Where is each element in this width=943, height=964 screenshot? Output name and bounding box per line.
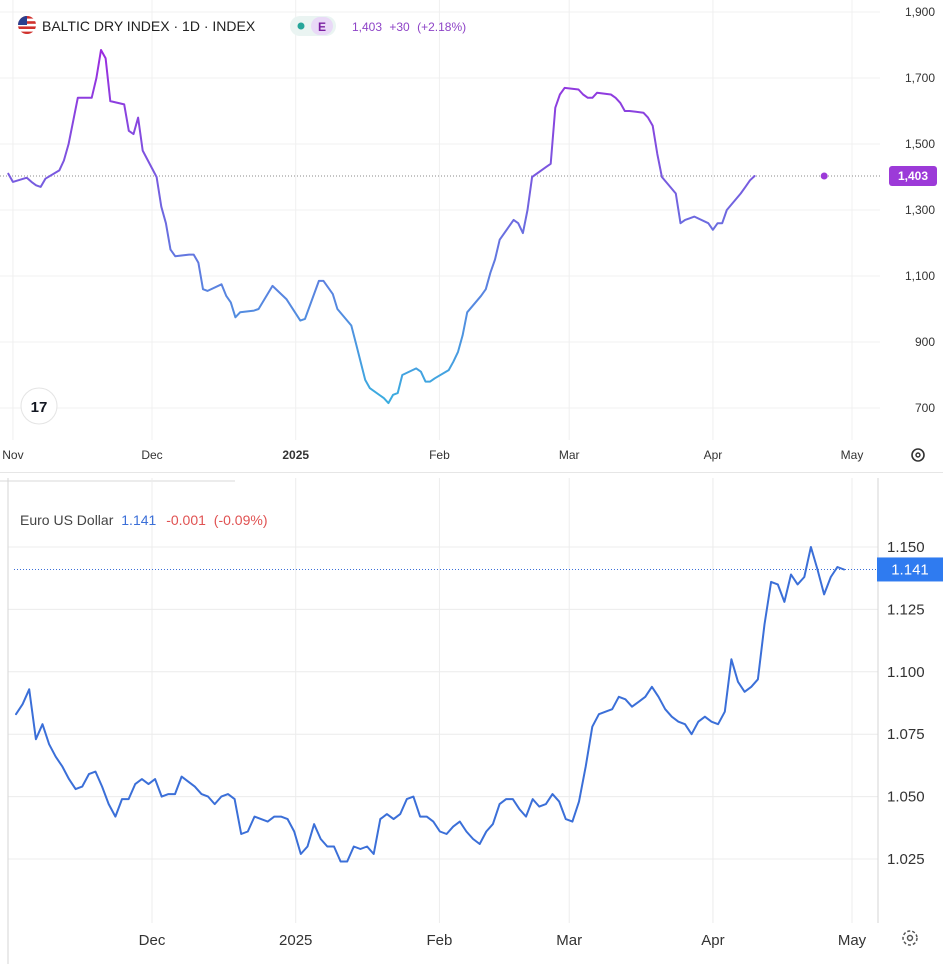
market-status-dot xyxy=(297,22,305,30)
eurusd-y-tick-label: 1.125 xyxy=(887,601,925,618)
bdi-x-tick-label: Mar xyxy=(559,448,580,462)
bdi-x-tick-label: Apr xyxy=(704,448,723,462)
eurusd-title: Euro US Dollar xyxy=(20,512,114,528)
svg-text:17: 17 xyxy=(31,399,48,416)
bdi-y-axis: 1,900 1,700 1,500 1,300 1,100 900 700 xyxy=(905,5,935,415)
bdi-x-axis: Nov Dec 2025 Feb Mar Apr May xyxy=(2,448,863,462)
eurusd-change: -0.001 xyxy=(166,512,206,528)
eurusd-x-tick-label: Dec xyxy=(139,932,166,949)
bdi-grid xyxy=(0,0,880,440)
eurusd-legend-text: Euro US Dollar 1.141 -0.001 (-0.09%) xyxy=(20,512,267,528)
bdi-x-tick-label: Feb xyxy=(429,448,450,462)
bdi-legend-values: 1,403 +30 (+2.18%) xyxy=(352,20,466,34)
bdi-y-tick-label: 700 xyxy=(915,401,935,415)
eurusd-y-tick-label: 1.100 xyxy=(887,664,925,681)
bdi-badge-text: E xyxy=(318,20,326,34)
bdi-y-tick-label: 900 xyxy=(915,335,935,349)
bdi-x-tick-label: Dec xyxy=(141,448,162,462)
eurusd-series-line[interactable] xyxy=(15,546,845,863)
panel-separator xyxy=(0,472,943,479)
eurusd-y-tick-label: 1.025 xyxy=(887,851,925,868)
bdi-series-line[interactable] xyxy=(7,49,756,405)
gear-icon[interactable] xyxy=(911,448,925,462)
eurusd-grid xyxy=(8,478,878,923)
gear-icon[interactable] xyxy=(902,930,918,946)
bdi-y-tick-label: 1,100 xyxy=(905,269,935,283)
eurusd-last-value: 1.141 xyxy=(121,512,156,528)
tradingview-logo[interactable]: 17 xyxy=(20,387,58,425)
bdi-x-tick-label: Nov xyxy=(2,448,23,462)
bdi-change-pct: (+2.18%) xyxy=(417,20,466,34)
eurusd-price-label: 1.141 xyxy=(877,557,943,582)
bdi-y-tick-label: 1,700 xyxy=(905,71,935,85)
bdi-change: +30 xyxy=(389,20,410,34)
svg-text:1,403: 1,403 xyxy=(898,169,928,183)
bdi-legend: BALTIC DRY INDEX · 1D · INDEX E 1,403 +3… xyxy=(18,16,466,36)
eurusd-x-tick-label: Feb xyxy=(426,932,452,949)
eurusd-x-tick-label: Apr xyxy=(701,932,724,949)
bdi-badge xyxy=(311,17,333,35)
eurusd-legend: Euro US Dollar 1.141 -0.001 (-0.09%) xyxy=(20,512,267,528)
bdi-y-tick-label: 1,500 xyxy=(905,137,935,151)
eurusd-y-tick-label: 1.075 xyxy=(887,726,925,743)
bdi-last-value: 1,403 xyxy=(352,20,382,34)
eurusd-x-tick-label: Mar xyxy=(556,932,582,949)
bdi-symbol-title[interactable]: BALTIC DRY INDEX · 1D · INDEX xyxy=(42,18,256,34)
bdi-y-tick-label: 1,900 xyxy=(905,5,935,19)
eurusd-y-axis: 1.150 1.125 1.100 1.075 1.050 1.025 xyxy=(887,539,925,868)
eurusd-x-axis: Dec 2025 Feb Mar Apr May xyxy=(139,932,867,949)
bdi-chart-panel[interactable]: 1,900 1,700 1,500 1,300 1,100 900 700 Nov Dec 20… xyxy=(0,0,943,472)
eurusd-x-tick-label: 2025 xyxy=(279,932,312,949)
eurusd-x-tick-label: May xyxy=(838,932,867,949)
bdi-last-point[interactable] xyxy=(820,172,828,180)
bdi-y-tick-label: 1,300 xyxy=(905,203,935,217)
eurusd-change-pct: (-0.09%) xyxy=(214,512,268,528)
us-flag-icon xyxy=(18,16,36,34)
eurusd-y-tick-label: 1.050 xyxy=(887,789,925,806)
bdi-x-tick-label: May xyxy=(841,448,864,462)
bdi-price-label: 1,403 xyxy=(889,166,937,187)
svg-text:1.141: 1.141 xyxy=(891,561,929,578)
bdi-x-tick-label: 2025 xyxy=(282,448,309,462)
eurusd-y-tick-label: 1.150 xyxy=(887,539,925,556)
eurusd-chart-panel[interactable]: 1.150 1.125 1.100 1.075 1.050 1.025 Dec 2025 Fe… xyxy=(0,478,943,964)
